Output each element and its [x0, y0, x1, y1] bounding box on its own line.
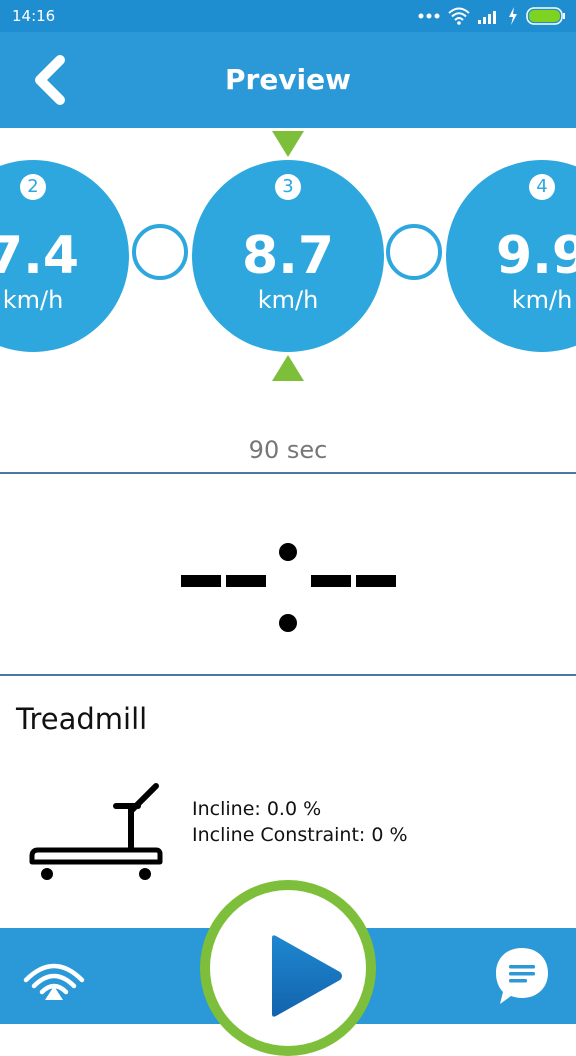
stage-number: 4 — [529, 174, 555, 200]
stage-speed: 7.4 — [0, 226, 80, 286]
charging-icon — [509, 7, 517, 25]
signal-icon — [478, 11, 496, 24]
chevron-left-icon — [35, 55, 65, 105]
back-button[interactable] — [26, 54, 78, 106]
timer-display: --:-- — [0, 476, 576, 674]
chat-button[interactable] — [494, 946, 550, 1012]
play-icon — [272, 935, 342, 1017]
stage-circle-previous[interactable]: 2 7.4 km/h — [0, 160, 129, 352]
timer-glyphs — [181, 543, 396, 632]
stage-circle-current[interactable]: 3 8.7 km/h — [192, 160, 384, 352]
stage-speed: 9.9 — [495, 226, 576, 286]
stage-unit: km/h — [511, 286, 573, 314]
incline-constraint-label: Incline Constraint: 0 % — [192, 824, 408, 846]
battery-icon — [526, 7, 565, 25]
stage-number: 3 — [275, 174, 301, 200]
incline-info: Incline: 0.0 % Incline Constraint: 0 % — [192, 796, 408, 848]
stage-carousel[interactable]: 2 7.4 km/h 3 8.7 km/h 4 9.9 km/h — [0, 128, 576, 428]
stage-number: 2 — [20, 174, 46, 200]
wifi-broadcast-icon — [23, 963, 85, 1000]
play-button[interactable] — [200, 880, 376, 1056]
status-icons — [418, 6, 566, 26]
app-bar: Preview — [0, 32, 576, 128]
page-title: Preview — [224, 63, 352, 96]
more-dots-icon — [418, 13, 440, 19]
play-button-inner — [210, 890, 366, 1046]
triangle-down-icon — [272, 131, 304, 157]
stage-circle-next[interactable]: 4 9.9 km/h — [446, 160, 576, 352]
status-bar: 14:16 — [0, 0, 576, 32]
treadmill-icon — [29, 783, 163, 880]
chat-icon — [496, 948, 548, 1004]
wifi-broadcast-button[interactable] — [22, 956, 86, 1006]
stage-speed: 8.7 — [241, 226, 335, 286]
divider — [0, 472, 576, 474]
stage-connector — [386, 224, 442, 280]
triangle-up-icon — [272, 355, 304, 381]
stage-unit: km/h — [2, 286, 64, 314]
status-time: 14:16 — [12, 7, 56, 25]
stage-unit: km/h — [257, 286, 319, 314]
stage-connector — [132, 224, 188, 280]
stage-duration: 90 sec — [248, 436, 328, 464]
wifi-icon — [448, 7, 470, 25]
divider — [0, 674, 576, 676]
incline-label: Incline: 0.0 % — [192, 798, 322, 820]
equipment-name: Treadmill — [16, 702, 148, 736]
